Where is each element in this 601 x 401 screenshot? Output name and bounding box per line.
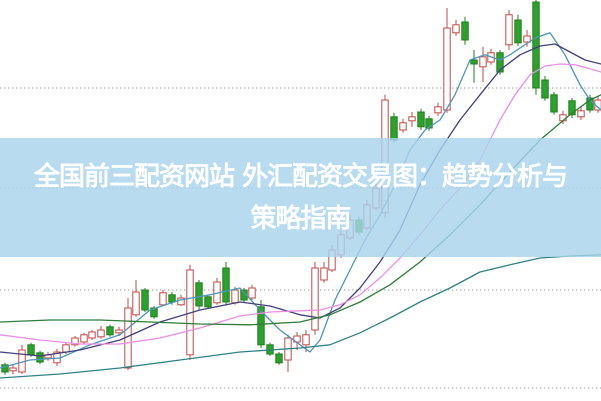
banner-title-line2: 策略指南 xyxy=(250,203,351,234)
banner-title-line1: 全国前三配资网站 外汇配资交易图：趋势分析与 xyxy=(33,161,568,192)
line-ma-green xyxy=(0,94,601,326)
line-ma-pink xyxy=(0,63,601,345)
line-ma-slow-teal xyxy=(0,254,601,379)
title-banner: 全国前三配资网站 外汇配资交易图：趋势分析与 策略指南 xyxy=(0,138,601,257)
